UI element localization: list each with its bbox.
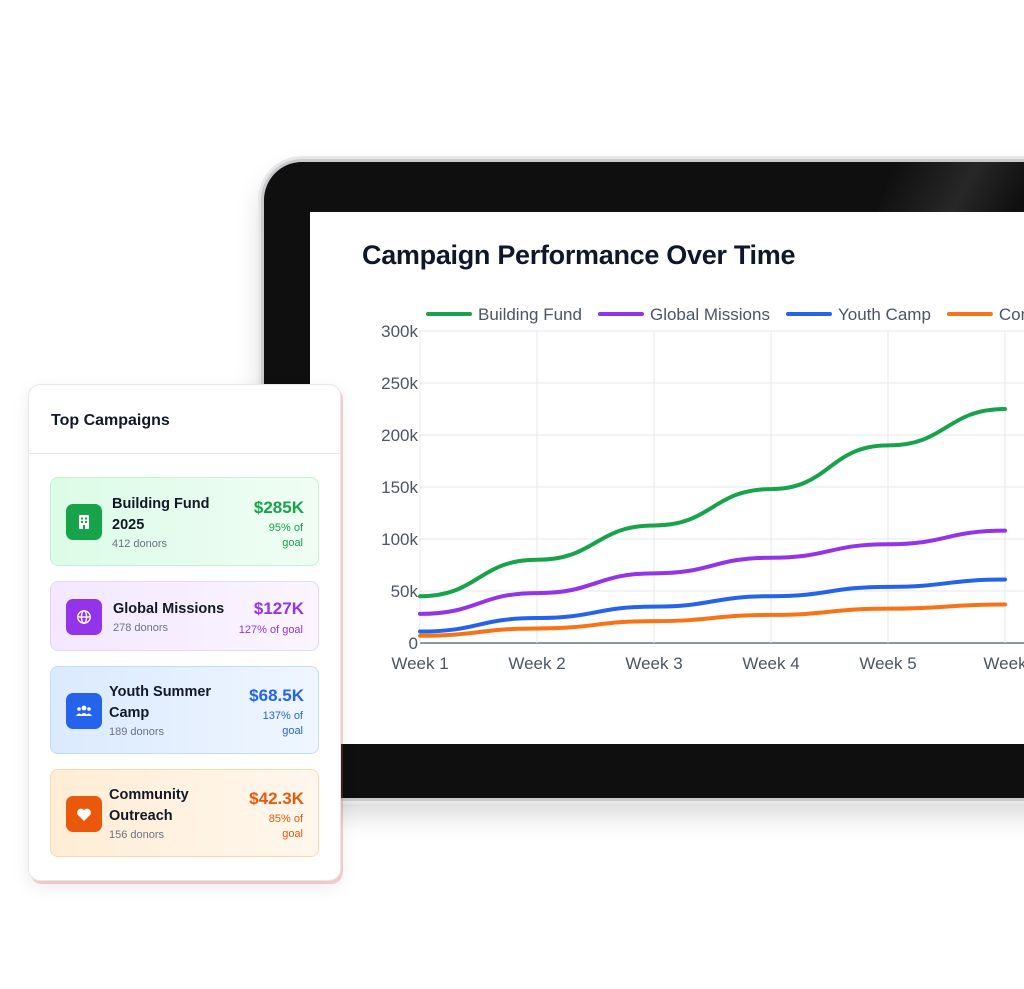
people-icon: [66, 693, 102, 729]
y-tick-label: 100k: [381, 530, 418, 549]
y-tick-label: 250k: [381, 374, 418, 393]
campaign-name-line2: 2025: [112, 517, 145, 533]
campaign-name-line1: Building Fund: [112, 496, 210, 512]
series-line-building-fund: [418, 407, 1007, 599]
chart-title: Campaign Performance Over Time: [362, 240, 796, 270]
campaign-name: Youth Summer Camp: [109, 682, 211, 724]
building-icon: [66, 504, 102, 540]
x-tick-label: Week 5: [859, 654, 916, 673]
campaign-amount: $127K: [253, 599, 304, 618]
donor-count: 156 donors: [109, 829, 165, 841]
goal-percent-line1: 95% of: [268, 522, 303, 534]
chart-screen: Campaign Performance Over Time 0 50k 100k 1…: [310, 212, 1024, 744]
campaign-item-global-missions[interactable]: Global Missions 278 donors $127K 127% of…: [50, 581, 319, 651]
laptop-frame: Campaign Performance Over Time 0 50k 100k 1…: [264, 162, 1024, 798]
x-tick-label: Week 1: [391, 654, 448, 673]
series-line-com: [418, 602, 1007, 638]
goal-percent: 137% of goal: [263, 709, 303, 739]
x-tick-label: Week 3: [625, 654, 682, 673]
y-tick-label: 150k: [381, 478, 418, 497]
campaign-amount: $285K: [253, 498, 304, 517]
campaign-amount: $42.3K: [249, 789, 304, 808]
series-line-youth-camp: [418, 577, 1007, 634]
heart-icon: [66, 796, 102, 832]
legend-label: Youth Camp: [838, 305, 931, 324]
y-tick-label: 50k: [391, 582, 419, 601]
campaign-item-community-outreach[interactable]: Community Outreach 156 donors $42.3K 85%…: [50, 769, 319, 857]
legend-label: Global Missions: [650, 305, 770, 324]
x-tick-label: Week: [983, 654, 1024, 673]
x-tick-label: Week 4: [742, 654, 799, 673]
legend-label: Com: [999, 305, 1024, 324]
y-tick-label: 200k: [381, 426, 418, 445]
campaign-name-line2: Camp: [109, 705, 150, 721]
top-campaigns-card: Top Campaigns Building Fund 2025 412 don…: [28, 384, 341, 881]
goal-percent: 85% of goal: [269, 812, 303, 842]
x-tick-label: Week 2: [508, 654, 565, 673]
goal-percent-line1: 137% of: [262, 710, 303, 722]
campaign-name-line1: Community: [109, 787, 189, 803]
goal-percent-line1: 85% of: [268, 813, 303, 825]
goal-percent: 127% of goal: [238, 624, 303, 636]
campaign-name-line2: Outreach: [109, 808, 173, 824]
legend-label: Building Fund: [478, 305, 582, 324]
globe-icon: [66, 599, 102, 635]
donor-count: 412 donors: [112, 538, 168, 550]
donor-count: 278 donors: [113, 622, 169, 634]
campaign-name: Community Outreach: [109, 785, 189, 827]
donor-count: 189 donors: [109, 726, 165, 738]
campaign-item-youth-summer-camp[interactable]: Youth Summer Camp 189 donors $68.5K 137%…: [50, 666, 319, 754]
campaign-name: Global Missions: [113, 601, 225, 617]
series-line-global-missions: [418, 528, 1007, 616]
goal-percent-line2: goal: [282, 828, 303, 840]
goal-percent: 95% of goal: [269, 521, 303, 551]
line-chart: 0 50k 100k 150k 200k 250k 300k Week 1 Week 2 Week…: [381, 305, 1024, 673]
card-divider: [29, 453, 340, 454]
campaign-item-building-fund[interactable]: Building Fund 2025 412 donors $285K 95% …: [50, 477, 319, 566]
y-tick-label: 300k: [381, 322, 418, 341]
campaign-amount: $68.5K: [249, 686, 304, 705]
y-tick-label: 0: [409, 634, 418, 653]
goal-percent-line2: goal: [282, 725, 303, 737]
campaign-name: Building Fund 2025: [112, 494, 209, 536]
campaign-name-line1: Youth Summer: [109, 684, 212, 700]
card-title: Top Campaigns: [51, 412, 170, 429]
goal-percent-line2: goal: [282, 537, 303, 549]
